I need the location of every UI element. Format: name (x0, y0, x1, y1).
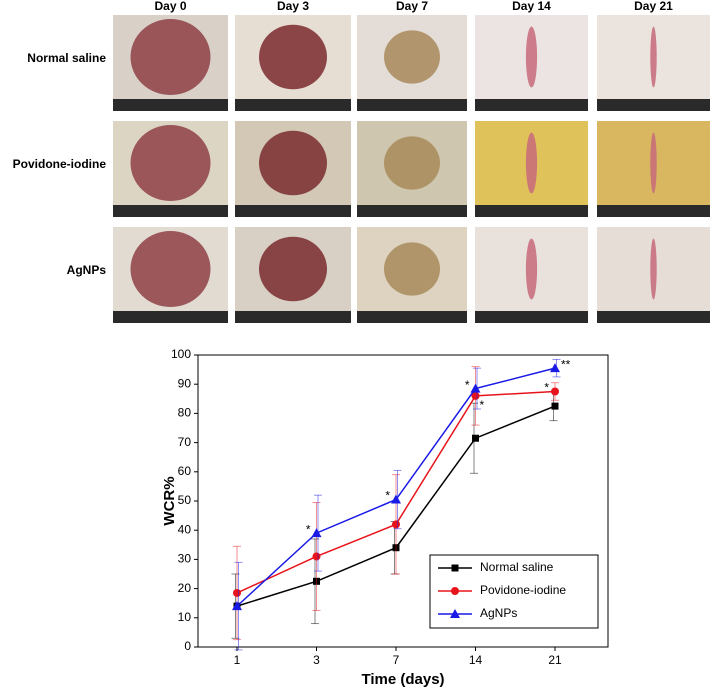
marker (312, 552, 321, 561)
column-header: Day 7 (396, 0, 428, 13)
ruler (597, 311, 710, 323)
ruler (357, 205, 467, 217)
row-header: Povidone-iodine (13, 157, 107, 171)
ruler (235, 311, 351, 323)
annotation: * (544, 381, 549, 395)
y-tick-label: 40 (178, 522, 192, 536)
column-header: Day 21 (634, 0, 673, 13)
marker (472, 434, 479, 442)
marker (450, 609, 460, 618)
ruler (475, 205, 588, 217)
y-tick-label: 30 (178, 552, 192, 566)
ruler (113, 205, 228, 217)
y-tick-label: 100 (171, 347, 191, 361)
annotation: * (385, 489, 390, 503)
x-axis-label: Time (days) (361, 671, 444, 688)
annotation: ** (561, 357, 571, 371)
y-axis-label: WCR% (161, 476, 178, 525)
wound (259, 130, 327, 196)
marker (550, 363, 560, 373)
y-tick-label: 10 (178, 610, 192, 624)
wound (384, 136, 440, 190)
wound (130, 19, 211, 95)
marker (470, 383, 481, 393)
marker (233, 588, 241, 597)
y-tick-label: 20 (178, 581, 192, 595)
wound (650, 132, 657, 194)
wound (384, 242, 440, 296)
wound (650, 238, 657, 300)
column-header: Day 3 (277, 0, 309, 13)
ruler (235, 99, 351, 111)
annotation: * (306, 522, 311, 536)
x-tick-label: 3 (313, 653, 320, 667)
legend-label: Povidone-iodine (480, 583, 566, 597)
ruler (113, 311, 228, 323)
x-tick-label: 7 (393, 653, 400, 667)
row-header: AgNPs (67, 263, 107, 277)
x-tick-label: 14 (469, 653, 483, 667)
annotation: * (465, 378, 470, 392)
y-tick-label: 60 (178, 464, 192, 478)
ruler (597, 205, 710, 217)
wound (259, 24, 327, 90)
wound (130, 125, 211, 201)
marker (451, 587, 459, 595)
y-tick-label: 80 (178, 406, 192, 420)
marker (311, 528, 322, 538)
wound (525, 26, 538, 88)
y-tick-label: 0 (184, 639, 191, 653)
ruler (475, 311, 588, 323)
annotation: * (480, 398, 485, 412)
marker (451, 564, 459, 572)
marker (471, 391, 480, 400)
wound (525, 132, 538, 194)
ruler (113, 99, 228, 111)
wound (130, 231, 211, 307)
legend-label: AgNPs (480, 606, 517, 620)
column-header: Day 14 (512, 0, 551, 13)
ruler (357, 99, 467, 111)
row-header: Normal saline (27, 51, 106, 65)
marker (391, 494, 401, 504)
legend-label: Normal saline (480, 560, 554, 574)
wound (650, 26, 657, 88)
marker (551, 402, 559, 410)
wound (525, 238, 538, 300)
x-tick-label: 21 (548, 653, 562, 667)
ruler (597, 99, 710, 111)
marker (551, 387, 559, 396)
x-tick-label: 1 (234, 653, 241, 667)
wound (259, 236, 327, 302)
ruler (357, 311, 467, 323)
column-header: Day 0 (154, 0, 186, 13)
marker (392, 520, 400, 529)
chart: Time (days) WCR% 0 10 20 30 40 50 60 70 80 90 100 1… (161, 347, 609, 688)
photo-grid: Day 0 Day 3 Day 7 Day 14 Day 21 Normal saline… (13, 0, 710, 323)
y-tick-label: 90 (178, 376, 192, 390)
y-tick-label: 70 (178, 435, 192, 449)
marker (232, 601, 242, 611)
wound (384, 30, 440, 84)
y-tick-label: 50 (178, 493, 192, 507)
ruler (475, 99, 588, 111)
ruler (235, 205, 351, 217)
